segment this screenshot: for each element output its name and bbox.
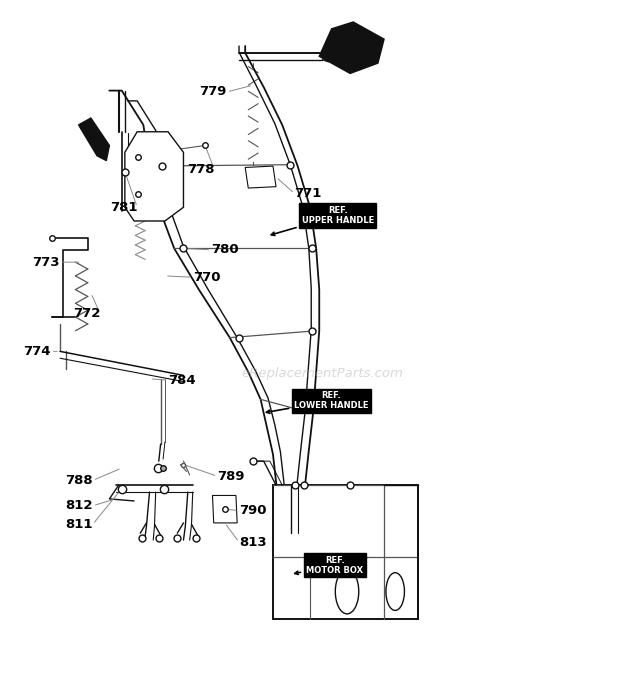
Text: 773: 773 — [32, 256, 60, 269]
Text: 771: 771 — [294, 187, 322, 200]
Text: REF.
MOTOR BOX: REF. MOTOR BOX — [294, 556, 363, 575]
Text: 774: 774 — [24, 345, 51, 358]
Text: 813: 813 — [239, 535, 267, 548]
Text: 781: 781 — [110, 200, 137, 214]
Text: eReplacementParts.com: eReplacementParts.com — [241, 367, 403, 380]
Text: 778: 778 — [187, 163, 215, 176]
Text: 780: 780 — [211, 243, 239, 256]
FancyBboxPatch shape — [273, 485, 418, 619]
Polygon shape — [79, 118, 109, 161]
Text: 811: 811 — [65, 518, 93, 531]
Polygon shape — [319, 22, 384, 74]
Polygon shape — [245, 166, 276, 188]
Ellipse shape — [386, 573, 404, 610]
Polygon shape — [213, 495, 237, 523]
Text: REF.
LOWER HANDLE: REF. LOWER HANDLE — [267, 391, 369, 413]
Text: 770: 770 — [193, 271, 220, 284]
Text: 788: 788 — [65, 474, 93, 487]
Text: 772: 772 — [73, 307, 100, 320]
Ellipse shape — [335, 569, 359, 614]
Text: 812: 812 — [65, 500, 93, 512]
Text: REF.
UPPER HANDLE: REF. UPPER HANDLE — [272, 206, 374, 236]
Text: 779: 779 — [199, 85, 227, 99]
Polygon shape — [125, 132, 184, 221]
Text: 789: 789 — [218, 470, 245, 483]
Text: 790: 790 — [239, 504, 267, 517]
Text: 784: 784 — [168, 373, 196, 387]
